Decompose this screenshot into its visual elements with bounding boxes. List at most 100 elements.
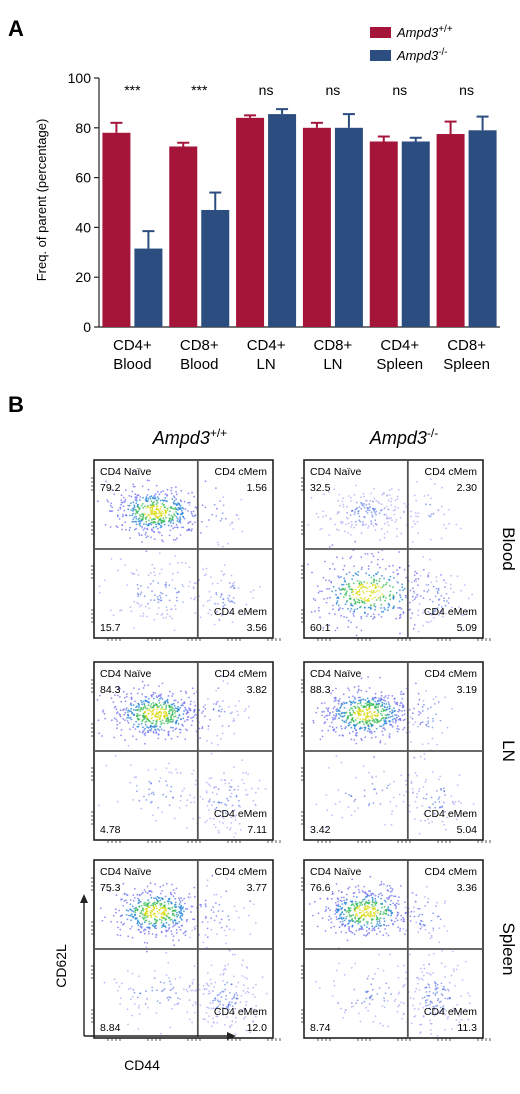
column-header-wt-sup: +/+ (210, 426, 227, 440)
event-dot (353, 599, 356, 602)
event-dot (150, 728, 153, 730)
event-dot (199, 616, 202, 619)
event-dot (372, 699, 375, 701)
event-dot (397, 581, 399, 584)
event-dot (368, 931, 371, 934)
event-dot (368, 927, 371, 930)
event-dot (223, 564, 226, 566)
event-dot (393, 513, 396, 516)
event-dot (168, 771, 171, 773)
event-dot (130, 495, 133, 498)
event-dot (206, 740, 208, 742)
event-dot (440, 982, 443, 985)
event-dot (364, 902, 366, 905)
event-dot (173, 914, 176, 917)
event-dot (367, 509, 369, 512)
event-dot (401, 710, 403, 712)
event-dot (389, 903, 392, 906)
event-dot (115, 708, 118, 711)
event-dot (355, 776, 357, 779)
event-dot (337, 499, 339, 502)
quadrant-value-br: 7.11 (247, 824, 267, 836)
event-dot (150, 511, 153, 514)
event-dot (355, 626, 358, 629)
event-dot (177, 701, 179, 704)
event-dot (158, 909, 161, 912)
event-dot (147, 701, 150, 704)
event-dot (351, 702, 354, 704)
event-dot (192, 978, 195, 981)
event-dot (119, 687, 121, 690)
event-dot (142, 529, 145, 531)
event-dot (159, 514, 162, 517)
event-dot (234, 953, 236, 956)
event-dot (374, 591, 376, 594)
event-dot (146, 942, 149, 944)
event-dot (359, 699, 362, 702)
event-dot (376, 993, 379, 995)
event-dot (130, 998, 132, 1001)
event-dot (355, 724, 358, 726)
event-dot (185, 920, 188, 923)
event-dot (344, 530, 346, 533)
event-dot (167, 900, 170, 903)
event-dot (148, 729, 151, 731)
event-dot (398, 793, 401, 796)
event-dot (354, 962, 357, 965)
event-dot (392, 711, 394, 713)
event-dot (319, 738, 322, 741)
bar (102, 132, 131, 327)
event-dot (358, 707, 361, 709)
event-dot (222, 973, 225, 976)
event-dot (244, 992, 247, 995)
event-dot (147, 505, 150, 508)
event-dot (140, 910, 143, 912)
event-dot (245, 771, 247, 774)
event-dot (187, 896, 190, 899)
event-dot (421, 926, 423, 928)
event-dot (235, 1016, 237, 1019)
event-dot (185, 804, 188, 807)
event-dot (144, 711, 146, 714)
event-dot (130, 572, 133, 574)
event-dot (146, 912, 148, 915)
event-dot (252, 993, 254, 996)
event-dot (115, 718, 118, 721)
event-dot (137, 702, 140, 705)
quadrant-name-tl: CD4 Naïve (100, 866, 152, 878)
event-dot (250, 787, 253, 790)
event-dot (222, 700, 225, 702)
event-dot (428, 932, 431, 935)
event-dot (170, 492, 173, 495)
quadrant-value-tr: 3.82 (247, 684, 268, 696)
event-dot (182, 906, 184, 909)
event-dot (387, 914, 390, 916)
event-dot (133, 508, 135, 511)
event-dot (182, 526, 185, 529)
quadrant-name-tr: CD4 cMem (214, 466, 267, 478)
event-dot (135, 499, 138, 502)
event-dot (153, 618, 156, 621)
event-dot (181, 919, 183, 921)
event-dot (152, 730, 155, 733)
event-dot (379, 910, 382, 913)
event-dot (168, 996, 170, 998)
event-dot (365, 690, 368, 693)
event-dot (362, 765, 365, 767)
event-dot (158, 780, 161, 783)
event-dot (179, 534, 182, 536)
event-dot (312, 597, 315, 600)
event-dot (460, 1028, 463, 1031)
event-dot (193, 582, 196, 585)
event-dot (337, 699, 339, 702)
event-dot (244, 1016, 247, 1019)
event-dot (149, 498, 152, 500)
event-dot (137, 897, 139, 900)
event-dot (396, 965, 399, 968)
event-dot (180, 718, 182, 721)
event-dot (154, 594, 156, 596)
event-dot (155, 907, 158, 910)
event-dot (367, 975, 370, 977)
event-dot (353, 712, 356, 714)
event-dot (222, 980, 225, 982)
